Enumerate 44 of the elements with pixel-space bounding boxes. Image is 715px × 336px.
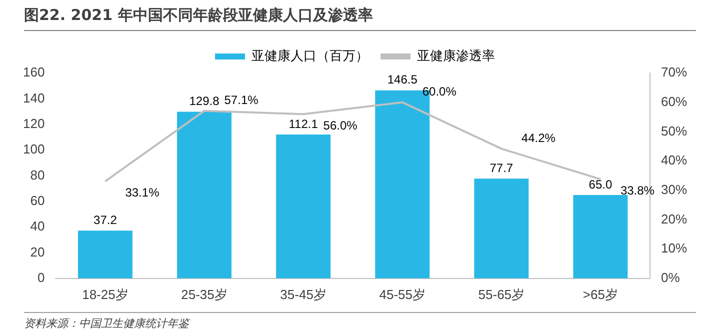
y2-tick-label: 10% — [660, 240, 688, 256]
data-label: 77.7 — [490, 160, 514, 175]
x-tick-label: 45-55岁 — [379, 286, 426, 302]
y2-tick-label: 60% — [660, 94, 688, 109]
chart-title: 图22. 2021 年中国不同年龄段亚健康人口及渗透率 — [24, 6, 373, 25]
y-tick-label: 60 — [30, 192, 45, 208]
y-tick-label: 0 — [37, 270, 45, 285]
y-tick-label: 100 — [22, 142, 45, 157]
y-tick-label: 140 — [22, 90, 45, 106]
x-tick-label: 55-65岁 — [478, 286, 525, 302]
y2-tick-label: 70% — [660, 64, 688, 80]
x-tick-label: 25-35岁 — [181, 286, 228, 302]
bar — [177, 112, 232, 278]
y-tick-label: 40 — [30, 218, 45, 234]
y-tick-label: 80 — [30, 167, 45, 182]
y2-tick-label: 0% — [660, 270, 680, 285]
y-tick-label: 120 — [22, 116, 45, 131]
data-label: 60.0% — [422, 84, 457, 99]
x-tick-label: >65岁 — [582, 286, 618, 302]
legend-label: 亚健康人口（百万） — [252, 48, 368, 64]
bar — [573, 194, 628, 278]
data-label: 112.1 — [288, 116, 318, 131]
data-label: 37.2 — [94, 212, 118, 227]
bar — [78, 230, 132, 278]
data-label: 33.1% — [125, 186, 160, 200]
bar — [474, 178, 529, 278]
text: 资料来源：中国卫生健康统计年鉴 — [24, 316, 189, 331]
y2-tick-label: 30% — [660, 182, 688, 197]
x-tick-label: 18-25岁 — [82, 286, 128, 302]
data-label: 44.2% — [521, 131, 556, 146]
data-label: 129.8 — [189, 94, 220, 108]
y2-tick-label: 20% — [660, 211, 688, 226]
data-label: 56.0% — [323, 118, 358, 132]
data-label: 33.8% — [620, 184, 655, 198]
data-label: 57.1% — [224, 93, 259, 108]
x-tick-label: 35-45岁 — [280, 286, 326, 302]
y-tick-label: 160 — [22, 64, 45, 80]
y-tick-label: 20 — [30, 244, 45, 260]
data-label: 146.5 — [387, 72, 418, 87]
y2-tick-label: 40% — [660, 152, 688, 168]
legend-label: 亚健康渗透率 — [417, 48, 495, 64]
data-label: 65.0 — [588, 177, 612, 192]
bar — [276, 134, 331, 278]
y2-tick-label: 50% — [660, 123, 688, 138]
